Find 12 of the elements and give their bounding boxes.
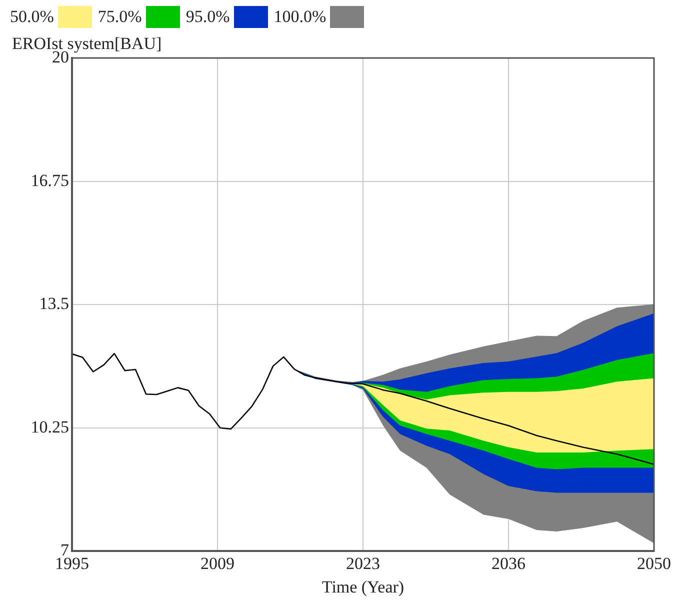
legend-label: 75.0% — [98, 7, 142, 27]
x-tick-label: 2009 — [200, 554, 234, 573]
x-tick-label: 2036 — [492, 554, 526, 573]
legend-label: 100.0% — [274, 7, 326, 27]
x-tick-label: 2050 — [637, 554, 671, 573]
x-axis-title: Time (Year) — [322, 577, 404, 596]
x-tick-label: 2023 — [346, 554, 380, 573]
legend-label: 95.0% — [186, 7, 230, 27]
y-tick-label: 13.5 — [39, 294, 69, 314]
legend-label: 50.0% — [10, 7, 54, 27]
y-tick-label: 16.75 — [30, 170, 69, 190]
y-tick-label: 10.25 — [30, 417, 69, 436]
